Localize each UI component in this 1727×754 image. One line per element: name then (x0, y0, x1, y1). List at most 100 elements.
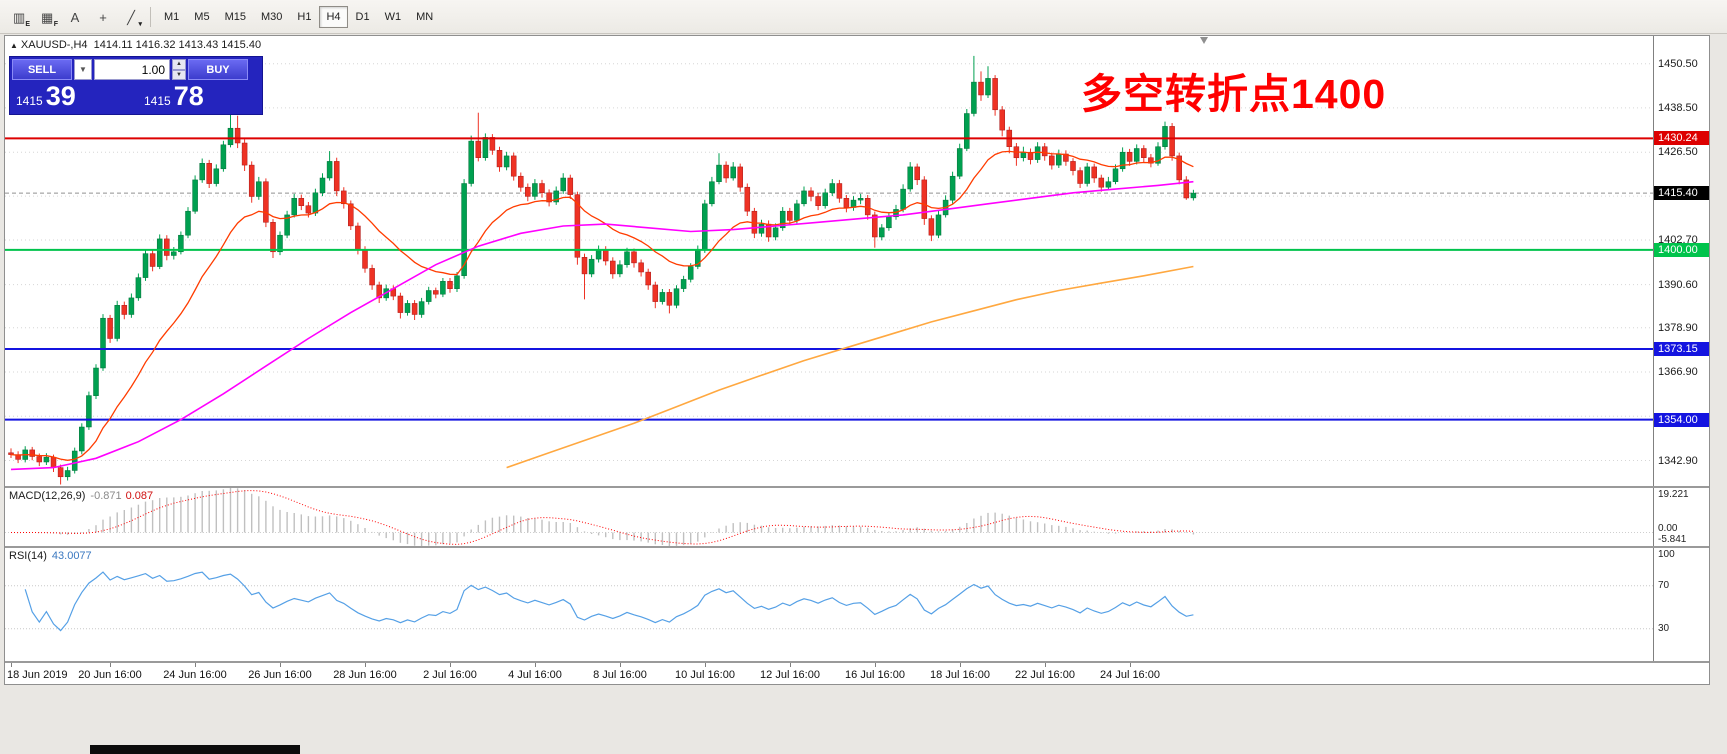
ask-price-small: 1415 (144, 93, 171, 108)
time-axis-tick (1045, 663, 1046, 667)
time-axis-label: 22 Jul 16:00 (1015, 669, 1075, 681)
macd-pane: MACD(12,26,9) -0.871 0.087 (5, 488, 1653, 546)
main-chart-canvas[interactable] (5, 36, 1653, 486)
macd-name: MACD(12,26,9) (9, 490, 86, 502)
symbol-ohlc-values: 1414.11 1416.32 1413.43 1415.40 (93, 39, 262, 51)
macd-label: MACD(12,26,9) -0.871 0.087 (9, 490, 153, 502)
toolbar: ▥ E ▦ F A + ╱ ▾ M1 M5 M15 M30 H1 H4 D1 W1 MN (0, 0, 1727, 34)
time-axis-label: 16 Jul 16:00 (845, 669, 905, 681)
price-axis-label: 1438.50 (1658, 102, 1698, 114)
rsi-pane: RSI(14) 43.0077 (5, 548, 1653, 661)
indicator-axis-label: 100 (1658, 549, 1675, 560)
chart-template-e-icon[interactable]: ▥ E (6, 5, 32, 29)
time-axis-label: 4 Jul 16:00 (508, 669, 562, 681)
sell-button[interactable]: SELL (12, 59, 72, 80)
indicator-axis-label: 0.00 (1658, 523, 1678, 534)
price-marker-badge: 1354.00 (1654, 413, 1709, 427)
time-axis-tick (365, 663, 366, 667)
annotation-text: 多空转折点1400 (1081, 71, 1387, 117)
price-axis-label: 1342.90 (1658, 455, 1698, 467)
time-axis-label: 28 Jun 16:00 (333, 669, 397, 681)
pane-divider[interactable] (5, 546, 1709, 548)
one-click-trading-panel: SELL ▼ ▲ ▼ BUY 1415 39 1415 78 (9, 56, 263, 115)
bid-price-big: 39 (45, 81, 76, 111)
volume-down-button[interactable]: ▼ (172, 69, 186, 80)
time-axis-tick (620, 663, 621, 667)
chart-template-f-icon[interactable]: ▦ F (34, 5, 60, 29)
time-axis-label: 26 Jun 16:00 (248, 669, 312, 681)
timeframe-MN[interactable]: MN (409, 6, 440, 28)
time-axis-label: 24 Jul 16:00 (1100, 669, 1160, 681)
crosshair-tool-icon[interactable]: + (90, 5, 116, 29)
timeframe-buttons: M1 M5 M15 M30 H1 H4 D1 W1 MN (157, 5, 440, 28)
price-axis-label: 1366.90 (1658, 366, 1698, 378)
time-axis[interactable]: 18 Jun 2019 20 Jun 16:00 24 Jun 16:00 26 Ju… (5, 663, 1709, 684)
timeframe-M30[interactable]: M30 (254, 6, 289, 28)
chevron-down-icon: ▼ (79, 65, 87, 74)
macd-main-value: -0.871 (90, 490, 122, 502)
price-axis[interactable]: 1450.50 1438.50 1426.50 1402.70 1390.60 1378.… (1653, 36, 1709, 663)
time-axis-label: 12 Jul 16:00 (760, 669, 820, 681)
volume-input[interactable] (94, 59, 170, 80)
line-studies-dropdown-icon[interactable]: ╱ ▾ (118, 5, 144, 29)
price-axis-label: 1450.50 (1658, 58, 1698, 70)
background-window-edge (90, 745, 300, 754)
time-axis-tick (535, 663, 536, 667)
ask-price[interactable]: 1415 78 (140, 82, 260, 112)
time-axis-label: 18 Jul 16:00 (930, 669, 990, 681)
price-marker-badge: 1415.40 (1654, 186, 1709, 200)
time-axis-tick (875, 663, 876, 667)
rsi-canvas[interactable] (5, 548, 1653, 661)
price-marker-badge: 1430.24 (1654, 131, 1709, 145)
volume-stepper: ▲ ▼ (172, 59, 186, 80)
price-marker-badge: 1373.15 (1654, 342, 1709, 356)
time-axis-tick (110, 663, 111, 667)
macd-signal-value: 0.087 (125, 490, 154, 502)
timeframe-H4[interactable]: H4 (319, 5, 348, 28)
indicator-axis-label: -5.841 (1658, 534, 1687, 545)
volume-up-button[interactable]: ▲ (172, 59, 186, 70)
time-axis-tick (280, 663, 281, 667)
ask-price-big: 78 (173, 81, 204, 111)
time-axis-tick (705, 663, 706, 667)
rsi-name: RSI(14) (9, 550, 47, 562)
price-marker-badge: 1400.00 (1654, 243, 1709, 257)
timeframe-W1[interactable]: W1 (378, 6, 409, 28)
time-axis-tick (1130, 663, 1131, 667)
text-label-tool-icon[interactable]: A (62, 5, 88, 29)
pane-divider[interactable] (5, 486, 1709, 488)
pane-divider[interactable] (5, 661, 1709, 663)
time-axis-tick (195, 663, 196, 667)
time-axis-label: 8 Jul 16:00 (593, 669, 647, 681)
main-chart-pane: ▲ XAUUSD-,H4 1414.11 1416.32 1413.43 1415… (5, 36, 1653, 486)
chart-window: ▲ XAUUSD-,H4 1414.11 1416.32 1413.43 1415… (4, 35, 1710, 685)
indicator-axis-label: 70 (1658, 580, 1670, 591)
toolbar-separator (150, 6, 151, 27)
toolbar-tools: ▥ E ▦ F A + ╱ ▾ (0, 5, 144, 29)
rsi-label: RSI(14) 43.0077 (9, 550, 92, 562)
time-axis-label: 20 Jun 16:00 (78, 669, 142, 681)
bid-price-small: 1415 (16, 93, 43, 108)
timeframe-H1[interactable]: H1 (290, 6, 318, 28)
time-axis-label: 10 Jul 16:00 (675, 669, 735, 681)
timeframe-M5[interactable]: M5 (187, 6, 216, 28)
timeframe-M15[interactable]: M15 (218, 6, 253, 28)
time-axis-tick (790, 663, 791, 667)
macd-canvas[interactable] (5, 488, 1653, 546)
price-axis-label: 1426.50 (1658, 146, 1698, 158)
time-axis-label: 2 Jul 16:00 (423, 669, 477, 681)
time-axis-label: 24 Jun 16:00 (163, 669, 227, 681)
time-axis-tick (960, 663, 961, 667)
time-axis-tick (450, 663, 451, 667)
rsi-value: 43.0077 (51, 550, 92, 562)
timeframe-D1[interactable]: D1 (349, 6, 377, 28)
buy-button[interactable]: BUY (188, 59, 248, 80)
price-axis-label: 1390.60 (1658, 279, 1698, 291)
volume-preset-dropdown[interactable]: ▼ (74, 59, 92, 80)
symbol-ohlc-header: ▲ XAUUSD-,H4 1414.11 1416.32 1413.43 1415… (10, 39, 261, 51)
price-axis-label: 1378.90 (1658, 322, 1698, 334)
chart-arrow-icon: ▲ (10, 41, 18, 50)
timeframe-M1[interactable]: M1 (157, 6, 186, 28)
bid-price[interactable]: 1415 39 (12, 82, 132, 112)
